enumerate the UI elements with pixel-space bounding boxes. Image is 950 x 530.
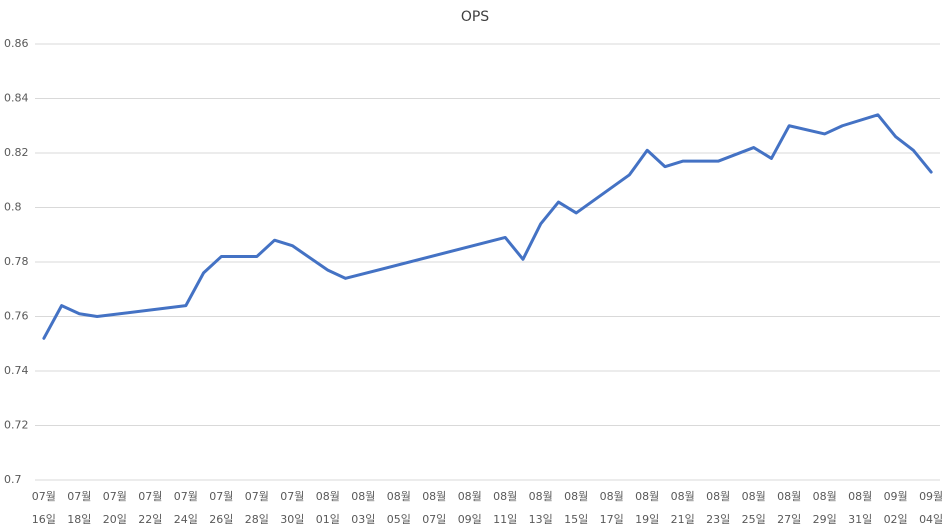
x-tick-label: 08월 xyxy=(777,490,801,503)
y-tick-label: 0.76 xyxy=(4,310,29,323)
x-tick-label: 02일 xyxy=(884,512,908,526)
x-tick-label: 07월 xyxy=(32,490,56,503)
x-tick-label: 19일 xyxy=(635,512,659,526)
x-tick-label: 04일 xyxy=(919,512,943,526)
x-tick-label: 21일 xyxy=(671,512,695,526)
x-tick-label: 05일 xyxy=(387,512,411,526)
y-tick-label: 0.86 xyxy=(4,37,29,50)
y-tick-label: 0.84 xyxy=(4,92,29,105)
x-tick-label: 08월 xyxy=(493,490,517,503)
x-tick-label: 08월 xyxy=(671,490,695,503)
x-tick-label: 23일 xyxy=(706,512,730,526)
x-tick-label: 08월 xyxy=(600,490,624,503)
x-tick-label: 08월 xyxy=(387,490,411,503)
x-tick-label: 03일 xyxy=(351,512,375,526)
y-tick-label: 0.78 xyxy=(4,255,29,268)
x-tick-label: 27일 xyxy=(777,512,801,526)
x-tick-label: 07일 xyxy=(422,512,446,526)
x-tick-label: 09월 xyxy=(919,490,943,503)
x-tick-label: 08월 xyxy=(351,490,375,503)
x-tick-label: 08월 xyxy=(635,490,659,503)
x-tick-label: 30일 xyxy=(280,512,304,526)
x-tick-label: 29일 xyxy=(813,512,837,526)
x-tick-label: 08월 xyxy=(564,490,588,503)
x-tick-label: 13일 xyxy=(529,512,553,526)
y-tick-label: 0.82 xyxy=(4,146,29,159)
x-tick-label: 25일 xyxy=(742,512,766,526)
x-tick-label: 07월 xyxy=(67,490,91,503)
chart-title: OPS xyxy=(461,9,489,25)
x-tick-label: 08월 xyxy=(422,490,446,503)
x-tick-label: 26일 xyxy=(209,512,233,526)
x-tick-label: 01일 xyxy=(316,512,340,526)
y-tick-label: 0.8 xyxy=(4,201,22,214)
x-tick-label: 31일 xyxy=(848,512,872,526)
x-tick-label: 08월 xyxy=(458,490,482,503)
y-tick-label: 0.74 xyxy=(4,364,29,377)
y-tick-label: 0.72 xyxy=(4,419,29,432)
x-tick-label: 18일 xyxy=(67,512,91,526)
x-tick-label: 16일 xyxy=(32,512,56,526)
x-tick-label: 08월 xyxy=(706,490,730,503)
x-tick-label: 20일 xyxy=(103,512,127,526)
x-tick-label: 08월 xyxy=(813,490,837,503)
x-tick-label: 08월 xyxy=(529,490,553,503)
x-tick-label: 09월 xyxy=(884,490,908,503)
x-tick-label: 11일 xyxy=(493,512,517,526)
x-tick-label: 07월 xyxy=(280,490,304,503)
x-tick-label: 07월 xyxy=(103,490,127,503)
x-tick-label: 15일 xyxy=(564,512,588,526)
x-tick-label: 08월 xyxy=(848,490,872,503)
x-tick-label: 24일 xyxy=(174,512,198,526)
x-tick-label: 07월 xyxy=(245,490,269,503)
x-tick-label: 08월 xyxy=(742,490,766,503)
y-tick-label: 0.7 xyxy=(4,473,22,486)
x-tick-label: 07월 xyxy=(138,490,162,503)
x-tick-label: 09일 xyxy=(458,512,482,526)
x-tick-label: 07월 xyxy=(209,490,233,503)
x-tick-label: 28일 xyxy=(245,512,269,526)
x-tick-label: 22일 xyxy=(138,512,162,526)
x-tick-label: 08월 xyxy=(316,490,340,503)
x-tick-label: 17일 xyxy=(600,512,624,526)
data-line xyxy=(42,113,933,340)
x-tick-label: 07월 xyxy=(174,490,198,503)
